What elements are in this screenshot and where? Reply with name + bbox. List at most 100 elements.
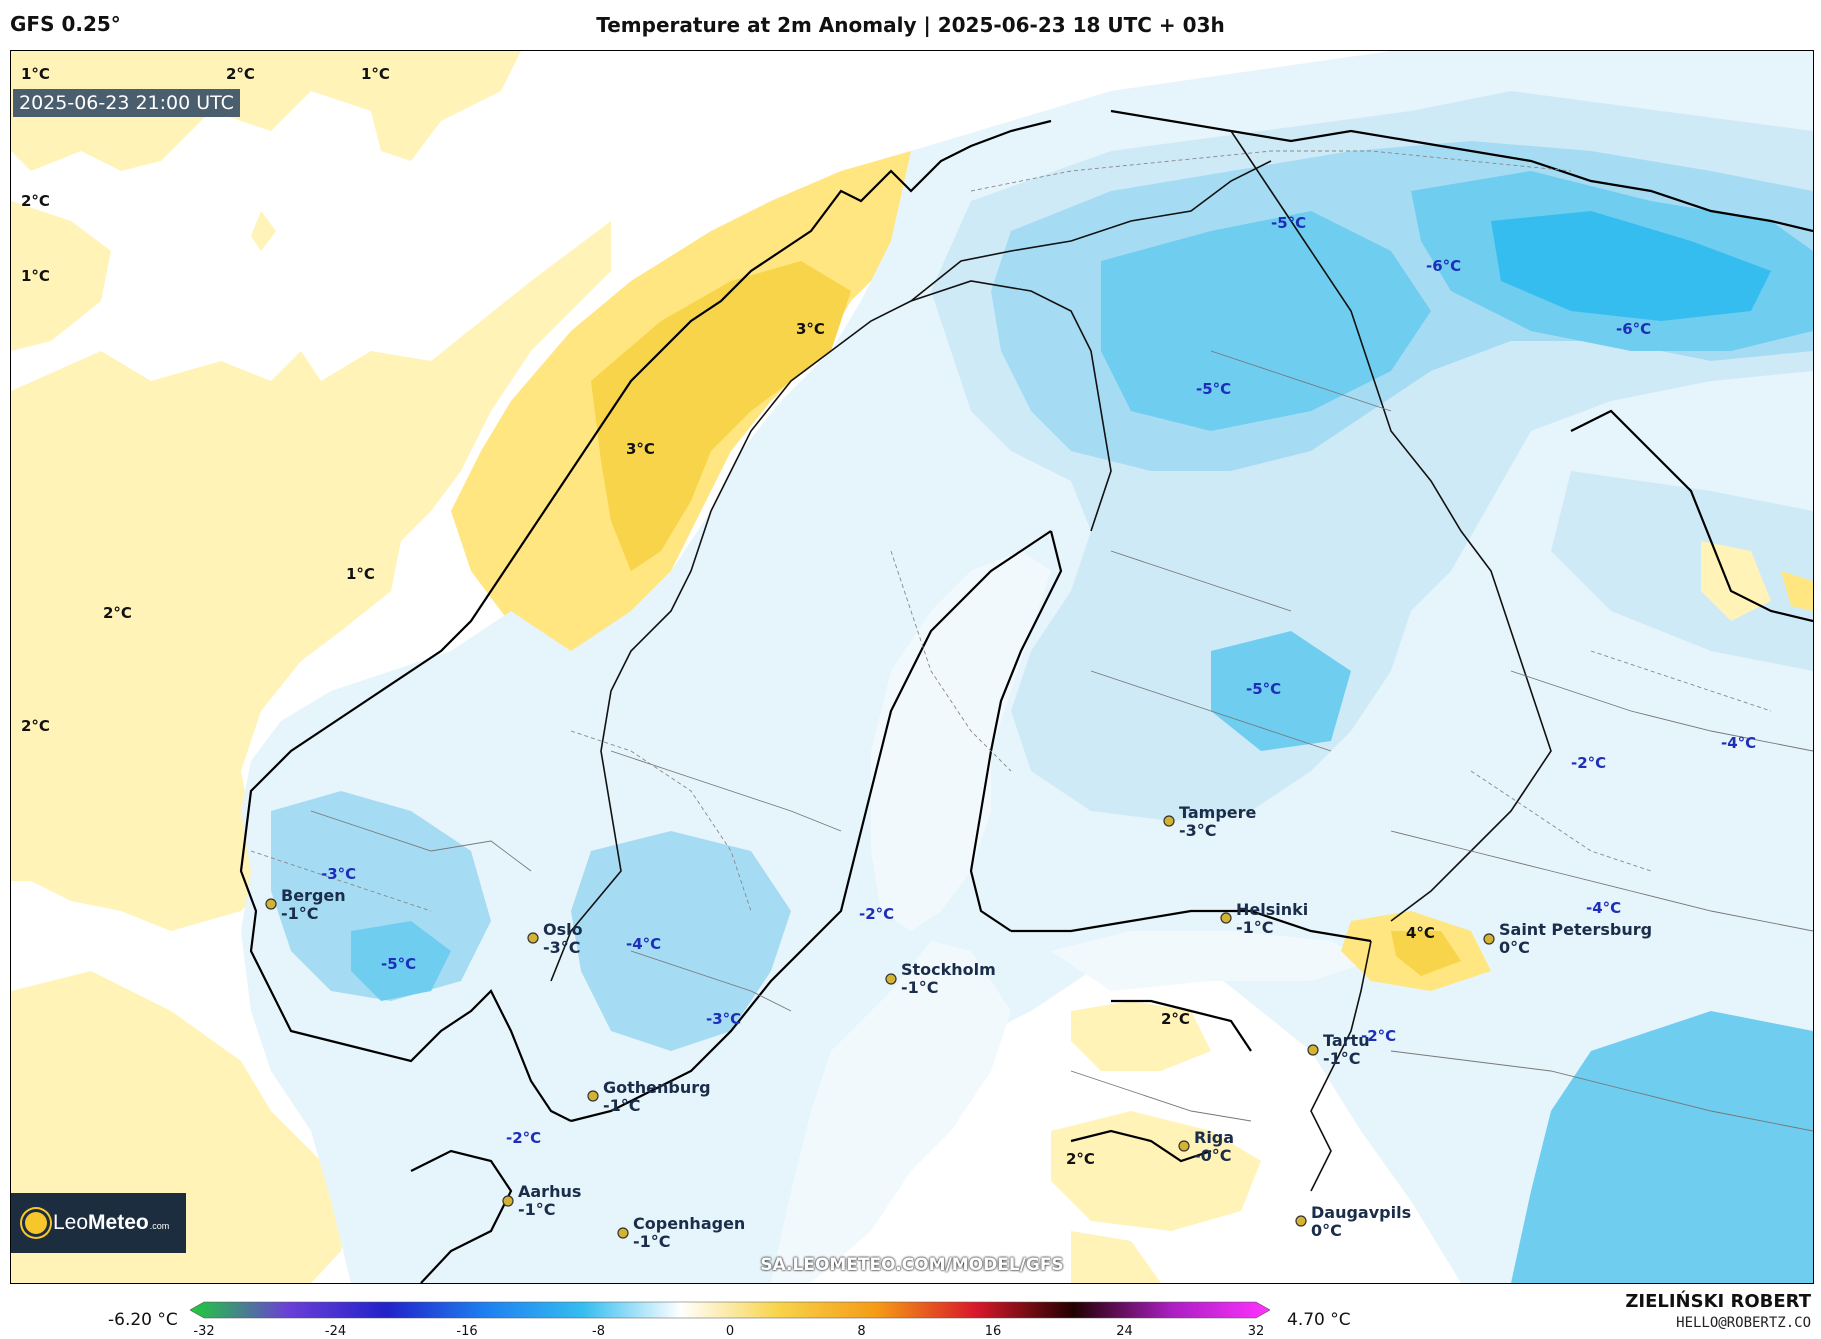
colorbar-bar <box>190 1301 1270 1319</box>
anomaly-label: -4°C <box>1586 899 1621 917</box>
latvia-warm <box>1051 1111 1261 1231</box>
city-riga: Riga -0°C <box>1178 1128 1234 1165</box>
colorbar-tick-label: 0 <box>725 1324 735 1339</box>
country-borders <box>550 130 1552 1192</box>
svg-text:Riga: Riga <box>1194 1128 1234 1147</box>
denmark-coast <box>410 1149 513 1283</box>
atlantic-warm-north <box>11 51 521 171</box>
city-helsinki: Helsinki -1°C <box>1220 900 1308 937</box>
city-tartu: Tartu -1°C <box>1307 1031 1370 1068</box>
valid-time-stamp: 2025-06-23 21:00 UTC <box>13 89 240 117</box>
sweden-finland-border <box>910 280 1112 532</box>
model-label: GFS 0.25° <box>10 12 121 36</box>
colorbar-min-label: -6.20 °C <box>108 1310 178 1330</box>
svg-text:0°C: 0°C <box>1499 938 1530 957</box>
lake-finland-cold <box>1211 631 1351 751</box>
svg-text:-1°C: -1°C <box>901 978 939 997</box>
colorbar-tick-label: 32 <box>1247 1324 1265 1339</box>
svg-text:-1°C: -1°C <box>603 1096 641 1115</box>
finland-west-coast <box>969 530 1063 932</box>
author-email: HELLO@ROBERTZ.CO <box>1676 1315 1811 1331</box>
logo-text-right: Meteo <box>88 1211 149 1234</box>
anomaly-label: 2°C <box>21 717 50 735</box>
anomaly-label: 1°C <box>21 267 50 285</box>
sweden-cold <box>571 831 791 1051</box>
colorbar-tick-label: 8 <box>857 1324 866 1339</box>
baltic-main <box>771 941 1011 1283</box>
stpete-warm-core <box>1391 931 1461 976</box>
anomaly-label: 1°C <box>346 565 375 583</box>
city-bergen: Bergen -1°C <box>265 886 346 923</box>
gulf-of-bothnia <box>871 551 1051 931</box>
svg-text:Gothenburg: Gothenburg <box>603 1078 711 1097</box>
anomaly-label: -2°C <box>1571 754 1606 772</box>
svg-text:-0°C: -0°C <box>1194 1146 1232 1165</box>
colorbar-tick-label: -32 <box>193 1324 215 1339</box>
anomaly-label: 3°C <box>626 440 655 458</box>
colorbar-tick-label: -8 <box>592 1324 605 1339</box>
city-stockholm: Stockholm -1°C <box>885 960 996 997</box>
warm-tail-north <box>11 286 31 309</box>
svg-text:0°C: 0°C <box>1311 1221 1342 1240</box>
anomaly-labels: 1°C 2°C 1°C 2°C 1°C 1°C 2°C 2°C 3°C 3°C … <box>21 65 1756 1168</box>
anomaly-label: -2°C <box>1361 1027 1396 1045</box>
svg-text:-1°C: -1°C <box>1323 1049 1361 1068</box>
latvia-coast <box>1070 1129 1212 1163</box>
city-copenhagen: Copenhagen -1°C <box>617 1214 745 1251</box>
norway-cold-core <box>351 921 451 1001</box>
baltic-sea <box>771 551 1371 1283</box>
anomaly-label: -6°C <box>1426 257 1461 275</box>
city-aarhus: Aarhus -1°C <box>502 1182 581 1219</box>
svg-text:-1°C: -1°C <box>633 1232 671 1251</box>
anomaly-label: 2°C <box>226 65 255 83</box>
logo-text-left: Leo <box>53 1211 89 1234</box>
atlantic-warm-big <box>11 221 611 931</box>
svg-text:-3°C: -3°C <box>1179 821 1217 840</box>
svg-text:-1°C: -1°C <box>1236 918 1274 937</box>
anomaly-label: -5°C <box>381 955 416 973</box>
sun-icon <box>25 1212 47 1234</box>
city-saint-petersburg: Saint Petersburg 0°C <box>1483 920 1652 957</box>
anomaly-label: 2°C <box>1161 1010 1190 1028</box>
anomaly-label: -3°C <box>706 1010 741 1028</box>
city-oslo: Oslo -3°C <box>527 920 583 957</box>
svg-text:-1°C: -1°C <box>518 1200 556 1219</box>
svg-text:Oslo: Oslo <box>543 920 583 939</box>
lapland-cold-core <box>1101 211 1431 431</box>
estonia-warm <box>1071 1001 1211 1071</box>
contours <box>250 150 1772 912</box>
colorbar-tick-label: 24 <box>1116 1324 1133 1339</box>
city-daugavpils: Daugavpils 0°C <box>1295 1203 1411 1240</box>
anomaly-label: -2°C <box>506 1129 541 1147</box>
leometeo-logo[interactable]: Leo Meteo .com <box>11 1193 186 1253</box>
finland-south-coast <box>1011 909 1372 943</box>
anomaly-label: 4°C <box>1406 924 1435 942</box>
website-watermark: SA.LEOMETEO.COM/MODEL/GFS <box>760 1255 1064 1275</box>
svg-text:Stockholm: Stockholm <box>901 960 996 979</box>
anomaly-label: 1°C <box>21 65 50 83</box>
anomaly-label: 2°C <box>103 604 132 622</box>
svg-text:-1°C: -1°C <box>281 904 319 923</box>
svg-text:Helsinki: Helsinki <box>1236 900 1308 919</box>
author-name: ZIELIŃSKI ROBERT <box>1625 1291 1811 1312</box>
colorbar-tick-label: -24 <box>324 1324 347 1339</box>
anomaly-label: 2°C <box>1066 1150 1095 1168</box>
norway-coast-warm-core <box>591 261 851 571</box>
svg-text:Tartu: Tartu <box>1323 1031 1370 1050</box>
white-sea-coast <box>1570 409 1813 623</box>
gulf-of-finland <box>1051 931 1371 991</box>
anomaly-label: 1°C <box>361 65 390 83</box>
city-gothenburg: Gothenburg -1°C <box>587 1078 711 1115</box>
russia-cold-band <box>1551 471 1813 671</box>
karelia-warm-2 <box>1781 571 1813 611</box>
russia-east-cold <box>1511 1011 1813 1283</box>
anomaly-label: -4°C <box>626 935 661 953</box>
svg-text:Aarhus: Aarhus <box>518 1182 581 1201</box>
anomaly-label: -2°C <box>859 905 894 923</box>
colorbar-max-label: 4.70 °C <box>1287 1310 1351 1330</box>
colorbar-tick-label: -16 <box>456 1324 478 1339</box>
anomaly-label: -6°C <box>1616 320 1651 338</box>
svg-text:Copenhagen: Copenhagen <box>633 1214 745 1233</box>
svg-text:Saint Petersburg: Saint Petersburg <box>1499 920 1652 939</box>
atlantic-warm-west <box>11 201 111 351</box>
